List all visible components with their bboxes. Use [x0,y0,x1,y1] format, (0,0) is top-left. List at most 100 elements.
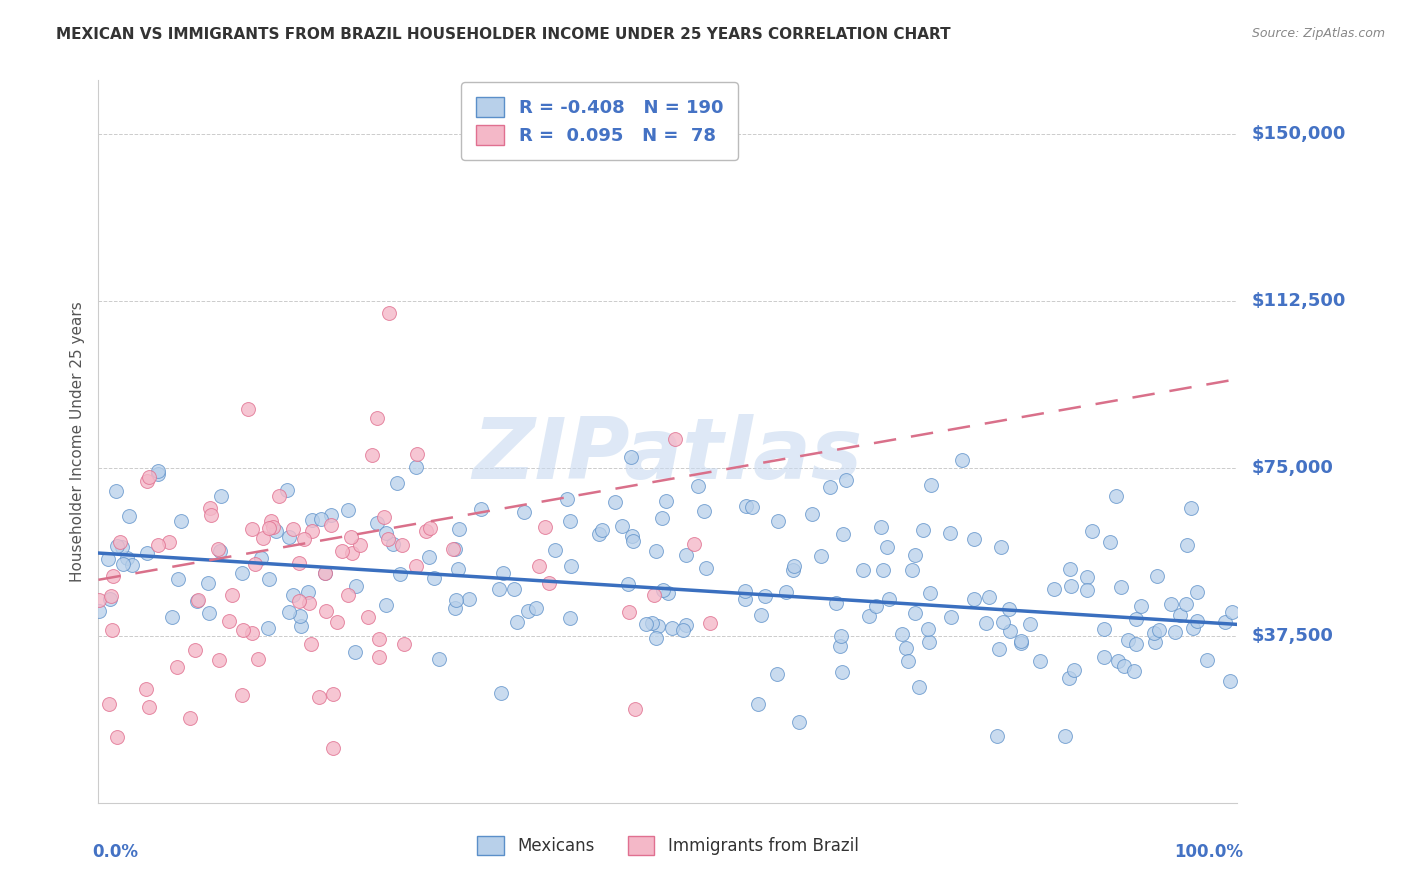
Point [157,535,180,549]
Point [294,532,316,546]
Point [765,666,787,681]
Point [388,566,411,581]
Point [537,575,560,590]
Point [1063,663,1085,677]
Point [489,686,512,700]
Point [301,524,323,538]
Point [591,523,613,537]
Point [1080,524,1102,538]
Point [105,539,128,553]
Point [427,651,450,665]
Point [98,697,121,711]
Point [1028,654,1050,668]
Text: $75,000: $75,000 [1251,459,1333,477]
Point [232,623,254,637]
Point [319,517,342,532]
Point [782,563,804,577]
Point [1099,534,1122,549]
Point [357,610,380,624]
Point [101,569,124,583]
Point [664,433,686,447]
Point [160,609,183,624]
Point [325,615,347,629]
Point [405,459,427,474]
Point [118,508,141,523]
Point [297,584,319,599]
Point [278,606,301,620]
Point [1060,579,1083,593]
Point [418,549,440,564]
Point [443,542,465,557]
Point [560,611,582,625]
Point [135,475,157,489]
Point [112,557,135,571]
Point [986,729,1008,743]
Point [373,510,395,524]
Point [977,590,1000,604]
Y-axis label: Householder Income Under 25 years: Householder Income Under 25 years [70,301,86,582]
Point [1160,598,1182,612]
Point [197,576,219,591]
Point [87,593,110,607]
Point [321,508,343,523]
Point [1164,624,1187,639]
Text: $37,500: $37,500 [1251,626,1333,645]
Point [391,538,413,552]
Point [267,489,290,503]
Point [419,521,441,535]
Point [1220,605,1243,619]
Point [243,557,266,571]
Point [252,531,274,545]
Point [101,623,124,637]
Point [344,644,367,658]
Point [588,526,610,541]
Point [917,622,939,636]
Point [1125,638,1147,652]
Point [651,511,673,525]
Point [444,593,467,607]
Point [492,566,515,580]
Point [683,537,706,551]
Point [87,604,110,618]
Point [200,508,222,523]
Point [290,609,312,624]
Point [166,572,188,586]
Point [661,621,683,635]
Text: ZIPatlas: ZIPatlas [472,415,863,498]
Point [198,501,221,516]
Point [262,520,284,534]
Point [208,653,231,667]
Point [1109,580,1132,594]
Point [610,518,633,533]
Point [366,516,388,531]
Point [634,617,657,632]
Point [346,578,368,592]
Point [360,448,382,462]
Point [387,476,409,491]
Point [283,522,305,536]
Point [950,452,973,467]
Point [616,577,638,591]
Point [699,616,721,631]
Point [311,511,333,525]
Point [1053,729,1076,743]
Point [904,607,927,621]
Point [207,541,229,556]
Point [686,479,709,493]
Point [988,642,1011,657]
Point [447,562,470,576]
Point [1129,599,1152,613]
Point [734,583,756,598]
Point [896,641,918,656]
Point [259,573,281,587]
Point [993,615,1015,629]
Point [1146,569,1168,583]
Point [920,478,942,492]
Point [1182,621,1205,635]
Point [692,504,714,518]
Point [775,584,797,599]
Point [963,591,986,606]
Point [382,536,405,550]
Point [754,589,776,603]
Point [524,600,547,615]
